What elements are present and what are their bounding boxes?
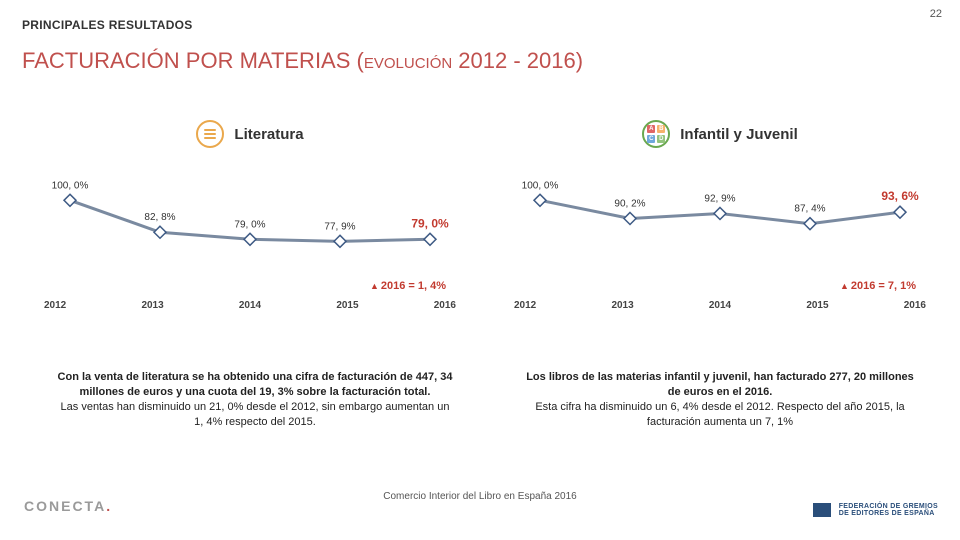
- chart-area-literatura: 100, 0% 82, 8% 79, 0% 77, 9% 79, 0%: [40, 166, 460, 276]
- section-kicker: PRINCIPALES RESULTADOS: [22, 18, 193, 32]
- svg-text:87, 4%: 87, 4%: [794, 204, 825, 215]
- conecta-logo: CONECTA.: [24, 498, 112, 514]
- svg-text:92, 9%: 92, 9%: [704, 193, 735, 204]
- line-chart-infantil: 100, 0% 90, 2% 92, 9% 87, 4% 93, 6%: [510, 166, 930, 276]
- xaxis-tick: 2015: [806, 300, 828, 311]
- blurb-bold-infantil: Los libros de las materias infantil y ju…: [526, 371, 914, 398]
- delta-literatura: ▲2016 = 1, 4%: [40, 280, 460, 292]
- blurb-bold-literatura: Con la venta de literatura se ha obtenid…: [58, 371, 453, 398]
- xaxis-tick: 2014: [239, 300, 261, 311]
- up-triangle-icon: ▲: [840, 281, 849, 291]
- blocks-icon: ABCD: [642, 120, 670, 148]
- chart-title-literatura: Literatura: [234, 126, 303, 143]
- blurb-rest-literatura: Las ventas han disminuido un 21, 0% desd…: [61, 401, 450, 428]
- svg-text:90, 2%: 90, 2%: [614, 198, 645, 209]
- conecta-text: CONECTA: [24, 498, 106, 514]
- chart-panel-literatura: Literatura 100, 0% 82, 8% 79, 0% 77, 9% 79, …: [40, 120, 460, 380]
- title-part-b: (evolución 2012 - 2016): [357, 48, 584, 73]
- page-number: 22: [930, 8, 942, 20]
- fgee-logo: FEDERACIÓN DE GREMIOS DE EDITORES DE ESP…: [813, 503, 938, 518]
- line-chart-literatura: 100, 0% 82, 8% 79, 0% 77, 9% 79, 0%: [40, 166, 460, 276]
- fgee-text: FEDERACIÓN DE GREMIOS DE EDITORES DE ESP…: [839, 503, 938, 518]
- blurb-literatura: Con la venta de literatura se ha obtenid…: [55, 370, 455, 429]
- blurb-infantil: Los libros de las materias infantil y ju…: [520, 370, 920, 429]
- xaxis-tick: 2013: [611, 300, 633, 311]
- fgee-mark-icon: [813, 503, 831, 517]
- up-triangle-icon: ▲: [370, 281, 379, 291]
- xaxis-tick: 2015: [336, 300, 358, 311]
- chart-header-infantil: ABCD Infantil y Juvenil: [510, 120, 930, 148]
- delta-label-infantil: 2016 = 7, 1%: [851, 280, 916, 292]
- title-part-a: FACTURACIÓN POR MATERIAS: [22, 48, 357, 73]
- delta-infantil: ▲2016 = 7, 1%: [510, 280, 930, 292]
- chart-panel-infantil: ABCD Infantil y Juvenil 100, 0% 90, 2% 92,…: [510, 120, 930, 380]
- svg-text:79, 0%: 79, 0%: [411, 216, 449, 230]
- chart-area-infantil: 100, 0% 90, 2% 92, 9% 87, 4% 93, 6%: [510, 166, 930, 276]
- svg-text:100, 0%: 100, 0%: [522, 180, 559, 191]
- xaxis-literatura: 2012 2013 2014 2015 2016: [40, 300, 460, 311]
- xaxis-tick: 2016: [904, 300, 926, 311]
- delta-label-literatura: 2016 = 1, 4%: [381, 280, 446, 292]
- xaxis-tick: 2014: [709, 300, 731, 311]
- xaxis-infantil: 2012 2013 2014 2015 2016: [510, 300, 930, 311]
- chart-header-literatura: Literatura: [40, 120, 460, 148]
- svg-text:77, 9%: 77, 9%: [324, 221, 355, 232]
- fgee-line2: DE EDITORES DE ESPAÑA: [839, 510, 938, 518]
- book-icon: [196, 120, 224, 148]
- xaxis-tick: 2012: [514, 300, 536, 311]
- blurb-rest-infantil: Esta cifra ha disminuido un 6, 4% desde …: [535, 401, 904, 428]
- xaxis-tick: 2016: [434, 300, 456, 311]
- svg-text:100, 0%: 100, 0%: [52, 180, 89, 191]
- conecta-dot: .: [106, 498, 112, 514]
- chart-title-infantil: Infantil y Juvenil: [680, 126, 798, 143]
- xaxis-tick: 2013: [141, 300, 163, 311]
- svg-text:79, 0%: 79, 0%: [234, 219, 265, 230]
- footer-caption: Comercio Interior del Libro en España 20…: [0, 491, 960, 502]
- page-title: FACTURACIÓN POR MATERIAS (evolución 2012…: [22, 48, 583, 74]
- svg-text:82, 8%: 82, 8%: [144, 212, 175, 223]
- xaxis-tick: 2012: [44, 300, 66, 311]
- svg-text:93, 6%: 93, 6%: [881, 189, 919, 203]
